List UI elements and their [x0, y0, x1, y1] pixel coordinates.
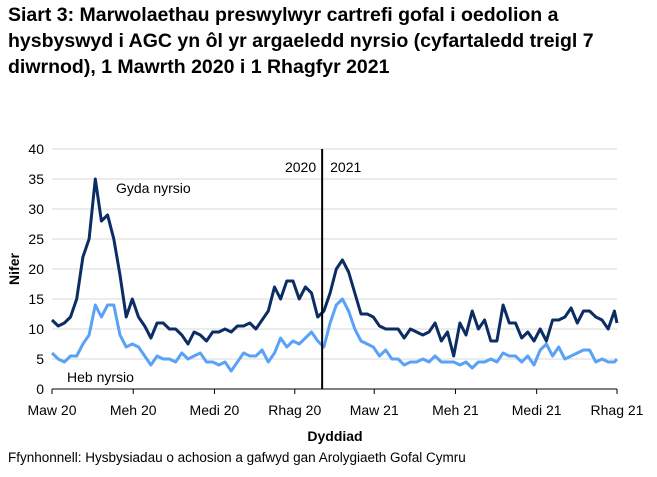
y-tick-label: 15 — [28, 291, 44, 307]
x-tick-label: Medi 20 — [190, 402, 240, 418]
annotation-heb-nyrsio: Heb nyrsio — [67, 369, 134, 385]
x-tick-label: Rhag 20 — [268, 402, 321, 418]
y-tick-label: 5 — [36, 351, 44, 367]
divider-label-left: 2020 — [285, 159, 316, 175]
chart-title: Siart 3: Marwolaethau preswylwyr cartref… — [8, 4, 594, 78]
series-line-heb-nyrsio — [50, 297, 619, 373]
x-axis-label: Dyddiad — [307, 428, 362, 444]
y-tick-label: 0 — [36, 381, 44, 397]
y-tick-label: 40 — [28, 141, 44, 157]
y-tick-label: 10 — [28, 321, 44, 337]
annotation-gyda-nyrsio: Gyda nyrsio — [116, 180, 191, 196]
x-tick-label: Rhag 21 — [591, 402, 644, 418]
y-tick-label: 20 — [28, 261, 44, 277]
x-tick-label: Medi 21 — [512, 402, 562, 418]
y-tick-label: 35 — [28, 171, 44, 187]
x-tick-label: Maw 21 — [350, 402, 399, 418]
y-tick-label: 30 — [28, 201, 44, 217]
y-axis-label: Nifer — [6, 253, 22, 285]
x-tick-label: Maw 20 — [27, 402, 76, 418]
series-line-gyda-nyrsio — [50, 177, 619, 358]
x-tick-label: Meh 21 — [432, 402, 479, 418]
x-tick-label: Meh 20 — [110, 402, 157, 418]
source-note: Ffynhonnell: Hysbysiadau o achosion a ga… — [8, 450, 466, 465]
y-tick-label: 25 — [28, 231, 44, 247]
divider-label-right: 2021 — [330, 159, 361, 175]
